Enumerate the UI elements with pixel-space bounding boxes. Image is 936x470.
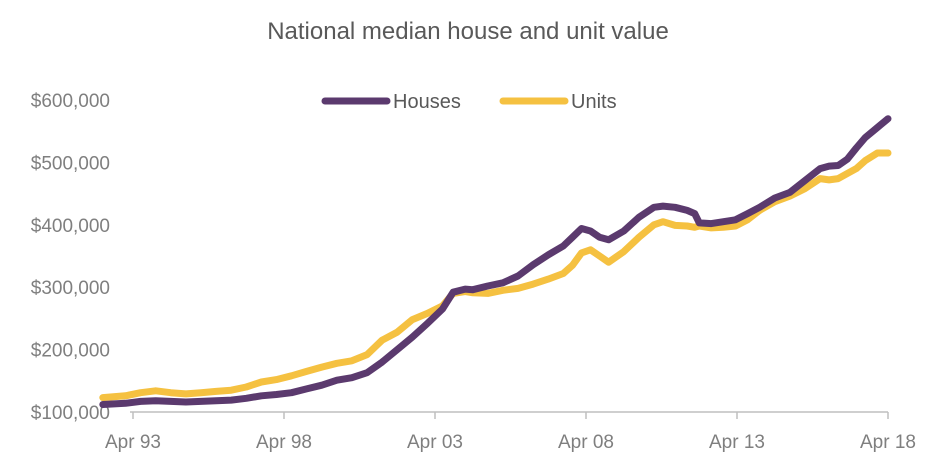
series-line-houses: [99, 115, 892, 408]
legend-label-units: Units: [571, 91, 617, 113]
y-tick-label: $200,000: [31, 341, 110, 362]
x-tick-label: Apr 13: [709, 432, 765, 453]
series-lines: [99, 115, 892, 408]
x-tick-label: Apr 03: [407, 432, 463, 453]
x-tick-label: Apr 08: [558, 432, 614, 453]
x-tick-label: Apr 98: [256, 432, 312, 453]
y-tick-label: $500,000: [31, 153, 110, 174]
y-tick-label: $400,000: [31, 216, 110, 237]
y-axis-ticks: $100,000 $200,000 $300,000 $400,000 $500,000…: [31, 91, 110, 424]
series-line-units: [99, 149, 892, 402]
legend-label-houses: Houses: [393, 91, 461, 113]
legend: Houses Units: [321, 91, 617, 113]
x-tick-label: Apr 18: [860, 432, 916, 453]
y-tick-label: $100,000: [31, 403, 110, 424]
chart-title: National median house and unit value: [267, 18, 669, 45]
x-axis-ticks: Apr 93 Apr 98 Apr 03 Apr 08 Apr 13 Apr 18: [105, 412, 916, 453]
y-tick-label: $300,000: [31, 278, 110, 299]
x-tick-label: Apr 93: [105, 432, 161, 453]
y-tick-label: $600,000: [31, 91, 110, 112]
